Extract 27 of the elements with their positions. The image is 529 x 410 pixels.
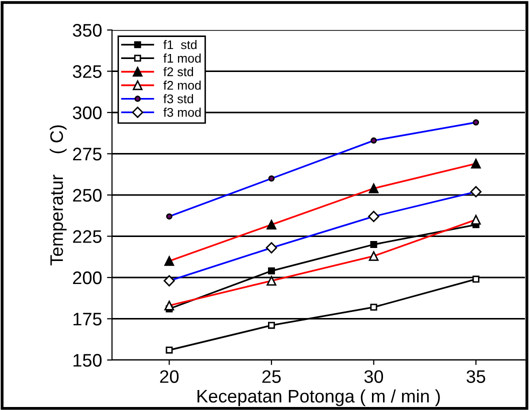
- y-tick-label: 275: [73, 148, 102, 160]
- x-tick-label: 35: [466, 370, 486, 383]
- point: [166, 346, 173, 354]
- legend-label: f2 std: [163, 67, 194, 76]
- x-axis-title: Kecepatan Potonga ( m / min ): [198, 389, 440, 406]
- y-axis-title: Temperatur ( C): [50, 125, 67, 266]
- point: [370, 241, 378, 248]
- legend-label: f1 std: [163, 40, 196, 50]
- point: [268, 322, 275, 329]
- legend-label: f3 mod: [163, 108, 201, 117]
- y-tick-label: 200: [73, 271, 102, 284]
- y-tick-label: 300: [72, 106, 102, 120]
- legend-label: f2 mod: [163, 80, 201, 90]
- point: [472, 276, 480, 283]
- legend-label: f3 std: [163, 94, 194, 104]
- point: [268, 267, 275, 274]
- x-tick-label: 20: [160, 370, 179, 383]
- y-tick-label: 350: [72, 24, 102, 37]
- y-tick-label: 250: [73, 188, 102, 202]
- x-tick-label: 30: [364, 370, 384, 383]
- y-tick-label: 325: [72, 65, 102, 78]
- y-tick-label: 150: [74, 354, 102, 367]
- point: [370, 304, 378, 311]
- y-tick-label: 225: [73, 230, 102, 243]
- legend-label: f1 mod: [163, 54, 201, 63]
- x-tick-label: 25: [262, 370, 281, 383]
- y-tick-label: 175: [74, 312, 102, 326]
